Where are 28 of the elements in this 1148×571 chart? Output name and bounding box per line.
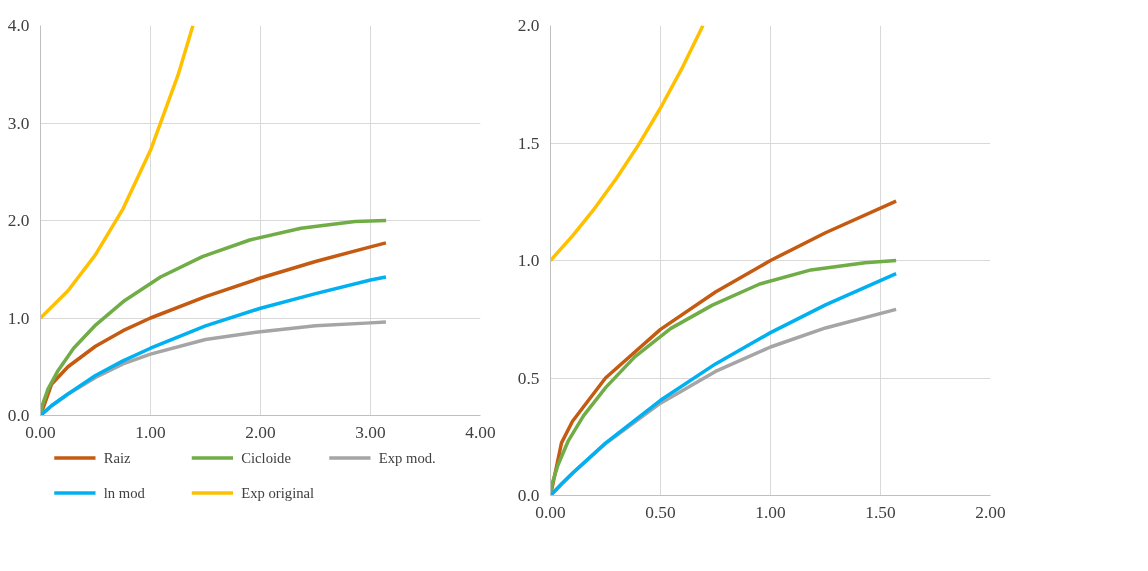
y-tick-label: 1.0 — [517, 251, 540, 270]
y-tick-label: 1.0 — [7, 308, 30, 328]
legend-label: Exp mod. — [378, 450, 436, 466]
x-tick-label: 1.00 — [755, 502, 786, 522]
legend-label: Cicloide — [241, 450, 291, 466]
y-tick-label: 1.5 — [517, 133, 540, 153]
x-tick-label: 1.00 — [135, 422, 166, 442]
legend-label: ln mod — [103, 485, 146, 501]
line-series — [550, 25, 705, 263]
y-tick-label: 0.5 — [517, 368, 540, 388]
line-series — [40, 25, 195, 320]
x-tick-label: 2.00 — [245, 422, 276, 442]
y-tick-label: 4.0 — [7, 16, 30, 35]
x-tick-label: 0.00 — [25, 422, 56, 442]
x-tick-label: 3.00 — [355, 422, 386, 442]
x-tick-label: 4.00 — [465, 422, 496, 442]
line-series — [40, 275, 388, 416]
y-tick-label: 2.0 — [517, 16, 540, 35]
x-tick-label: 1.50 — [865, 502, 896, 522]
x-tick-label: 2.00 — [975, 502, 1006, 522]
legend-label: Exp original — [241, 485, 315, 501]
legend-label: Raiz — [103, 450, 132, 466]
x-tick-label: 0.00 — [535, 502, 566, 522]
y-tick-label: 0.0 — [517, 486, 540, 505]
y-tick-label: 3.0 — [7, 113, 30, 133]
x-tick-label: 0.50 — [645, 502, 676, 522]
y-tick-label: 2.0 — [7, 211, 30, 230]
y-tick-label: 0.0 — [7, 406, 30, 425]
